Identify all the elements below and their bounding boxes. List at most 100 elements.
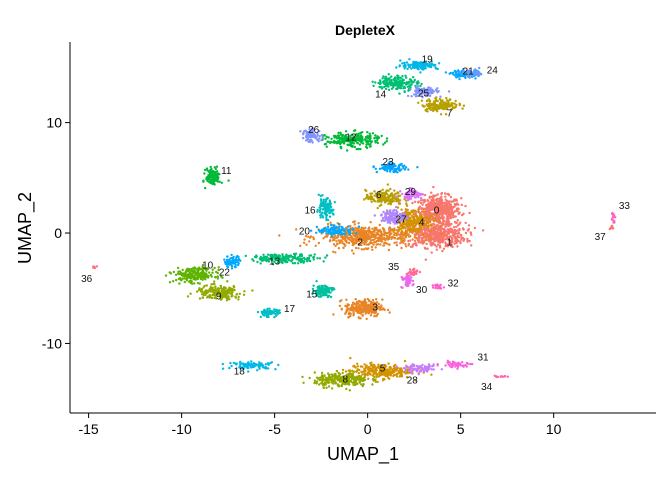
point [403, 359, 407, 363]
point [422, 219, 426, 222]
point [411, 224, 414, 227]
point [234, 266, 237, 269]
point [214, 287, 217, 290]
point [405, 224, 408, 227]
point [361, 378, 364, 381]
point [265, 259, 268, 263]
point [400, 168, 403, 171]
point [447, 200, 451, 203]
point [339, 230, 342, 233]
point [373, 375, 376, 379]
point [404, 236, 408, 239]
point [369, 135, 372, 139]
point [337, 239, 340, 242]
point [432, 219, 435, 222]
point [444, 195, 447, 198]
point [414, 224, 417, 227]
point [333, 224, 336, 227]
point [430, 241, 433, 244]
point [281, 253, 284, 256]
cluster-23-points [372, 160, 419, 174]
point [426, 247, 429, 250]
point [361, 314, 364, 317]
point [381, 373, 384, 376]
point [213, 266, 216, 270]
point [313, 381, 316, 385]
point [381, 365, 384, 368]
point [425, 107, 429, 111]
point [355, 382, 358, 386]
point [450, 102, 453, 105]
point [373, 364, 376, 367]
point [209, 171, 212, 174]
point [291, 255, 294, 259]
point [365, 373, 369, 376]
point [391, 195, 394, 198]
point [435, 248, 438, 251]
point [440, 191, 444, 195]
point [389, 202, 393, 205]
point [363, 138, 367, 141]
point [396, 199, 399, 202]
point [281, 261, 284, 265]
point [412, 212, 415, 216]
point [376, 206, 379, 210]
point [351, 228, 355, 231]
point [384, 241, 387, 245]
point [417, 200, 420, 203]
point [198, 287, 201, 290]
point [365, 143, 368, 146]
point [437, 206, 440, 209]
point [208, 181, 211, 184]
point [361, 234, 365, 237]
point [443, 204, 447, 207]
point [376, 305, 379, 309]
point [428, 196, 431, 200]
point [366, 297, 369, 301]
point [353, 379, 356, 382]
point [423, 210, 427, 213]
point [375, 374, 378, 377]
point [235, 293, 239, 296]
cluster-19-points [395, 58, 441, 74]
point [183, 280, 186, 284]
point [433, 243, 437, 247]
point [259, 262, 262, 265]
point [402, 234, 405, 237]
point [437, 218, 441, 221]
point [427, 236, 430, 239]
point [368, 242, 371, 246]
point [275, 309, 278, 313]
point [344, 237, 347, 240]
point [226, 262, 229, 265]
point [370, 140, 374, 143]
point [286, 260, 289, 264]
point [434, 66, 437, 69]
point [386, 235, 389, 238]
point [388, 226, 391, 229]
point [382, 227, 385, 231]
point [435, 213, 438, 216]
point [353, 302, 356, 305]
point [468, 239, 471, 243]
point [332, 287, 335, 290]
point [214, 275, 217, 279]
point [217, 287, 220, 290]
point [360, 248, 363, 251]
point [423, 231, 427, 234]
point [439, 239, 443, 242]
point [318, 383, 321, 386]
point [351, 369, 354, 372]
point [353, 364, 356, 368]
point [447, 228, 451, 231]
point [438, 209, 442, 212]
point [462, 212, 465, 215]
point [260, 310, 263, 313]
point [389, 169, 392, 172]
point [444, 212, 447, 215]
point [448, 242, 451, 245]
point [443, 105, 446, 109]
point [190, 282, 194, 285]
point [362, 383, 365, 386]
